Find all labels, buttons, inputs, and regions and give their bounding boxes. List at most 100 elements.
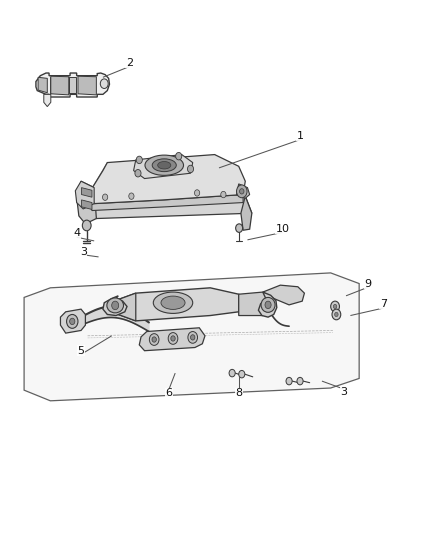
Polygon shape <box>78 76 96 95</box>
Text: 2: 2 <box>126 58 133 68</box>
Polygon shape <box>81 317 82 325</box>
Circle shape <box>191 335 195 340</box>
Polygon shape <box>124 308 125 320</box>
Circle shape <box>333 304 337 309</box>
Circle shape <box>332 309 341 320</box>
Circle shape <box>112 301 119 310</box>
Polygon shape <box>141 317 142 327</box>
Ellipse shape <box>152 159 176 172</box>
Ellipse shape <box>161 296 185 309</box>
Polygon shape <box>132 312 134 323</box>
Polygon shape <box>139 328 205 351</box>
Circle shape <box>286 377 292 385</box>
Polygon shape <box>121 308 123 319</box>
Ellipse shape <box>107 298 124 313</box>
Polygon shape <box>93 310 95 320</box>
Polygon shape <box>143 319 145 329</box>
Polygon shape <box>51 76 69 95</box>
Ellipse shape <box>153 292 193 313</box>
Polygon shape <box>117 306 118 318</box>
Polygon shape <box>89 312 91 322</box>
Polygon shape <box>134 155 193 179</box>
Text: 3: 3 <box>80 247 87 256</box>
Polygon shape <box>138 315 139 326</box>
Polygon shape <box>91 311 92 321</box>
Circle shape <box>229 369 235 377</box>
Polygon shape <box>38 77 47 93</box>
Polygon shape <box>146 320 148 330</box>
Polygon shape <box>81 188 92 197</box>
Polygon shape <box>92 311 93 321</box>
Polygon shape <box>106 306 107 318</box>
Text: 10: 10 <box>276 224 290 233</box>
Text: 9: 9 <box>364 279 371 288</box>
Circle shape <box>152 337 156 342</box>
Polygon shape <box>105 293 136 321</box>
Polygon shape <box>241 196 252 230</box>
Polygon shape <box>105 307 106 318</box>
Polygon shape <box>118 307 120 318</box>
Polygon shape <box>90 196 252 219</box>
Polygon shape <box>137 314 138 325</box>
Polygon shape <box>87 192 243 211</box>
Text: 6: 6 <box>165 389 172 398</box>
Polygon shape <box>85 314 87 324</box>
Polygon shape <box>142 318 143 328</box>
Circle shape <box>194 190 200 196</box>
Circle shape <box>239 370 245 378</box>
Polygon shape <box>95 310 96 320</box>
Polygon shape <box>84 315 85 324</box>
Circle shape <box>82 220 91 231</box>
Circle shape <box>240 189 244 194</box>
Polygon shape <box>36 73 110 97</box>
Polygon shape <box>75 181 94 209</box>
Polygon shape <box>82 316 84 325</box>
Polygon shape <box>103 307 105 318</box>
Polygon shape <box>128 310 130 321</box>
Polygon shape <box>98 309 99 319</box>
Circle shape <box>221 191 226 198</box>
Polygon shape <box>81 200 92 209</box>
Ellipse shape <box>158 161 171 169</box>
Text: 4: 4 <box>73 229 80 238</box>
Polygon shape <box>88 313 89 322</box>
Polygon shape <box>131 311 132 322</box>
Polygon shape <box>145 320 146 330</box>
Text: 5: 5 <box>78 346 85 356</box>
Polygon shape <box>107 306 109 318</box>
Text: 1: 1 <box>297 131 304 141</box>
Circle shape <box>102 194 108 200</box>
Polygon shape <box>77 181 96 224</box>
Polygon shape <box>99 308 100 319</box>
Polygon shape <box>69 77 76 93</box>
Polygon shape <box>103 296 127 316</box>
Polygon shape <box>87 313 88 323</box>
Circle shape <box>236 224 243 232</box>
Polygon shape <box>100 308 102 319</box>
Circle shape <box>331 301 339 312</box>
Polygon shape <box>134 313 135 324</box>
Polygon shape <box>44 94 51 107</box>
Circle shape <box>171 336 175 341</box>
Polygon shape <box>258 292 277 317</box>
Polygon shape <box>148 321 149 332</box>
Circle shape <box>187 165 194 173</box>
Ellipse shape <box>145 155 184 175</box>
Circle shape <box>237 185 247 198</box>
Polygon shape <box>113 306 114 318</box>
Circle shape <box>70 318 75 325</box>
Circle shape <box>100 79 108 88</box>
Polygon shape <box>239 292 274 316</box>
Polygon shape <box>50 77 69 93</box>
Circle shape <box>129 193 134 199</box>
Circle shape <box>297 377 303 385</box>
Polygon shape <box>60 309 85 333</box>
Polygon shape <box>123 308 124 319</box>
Polygon shape <box>237 184 250 198</box>
Circle shape <box>335 312 338 317</box>
Polygon shape <box>120 307 121 319</box>
Polygon shape <box>139 316 141 327</box>
Polygon shape <box>118 288 239 321</box>
Polygon shape <box>116 306 117 318</box>
Polygon shape <box>125 309 127 320</box>
